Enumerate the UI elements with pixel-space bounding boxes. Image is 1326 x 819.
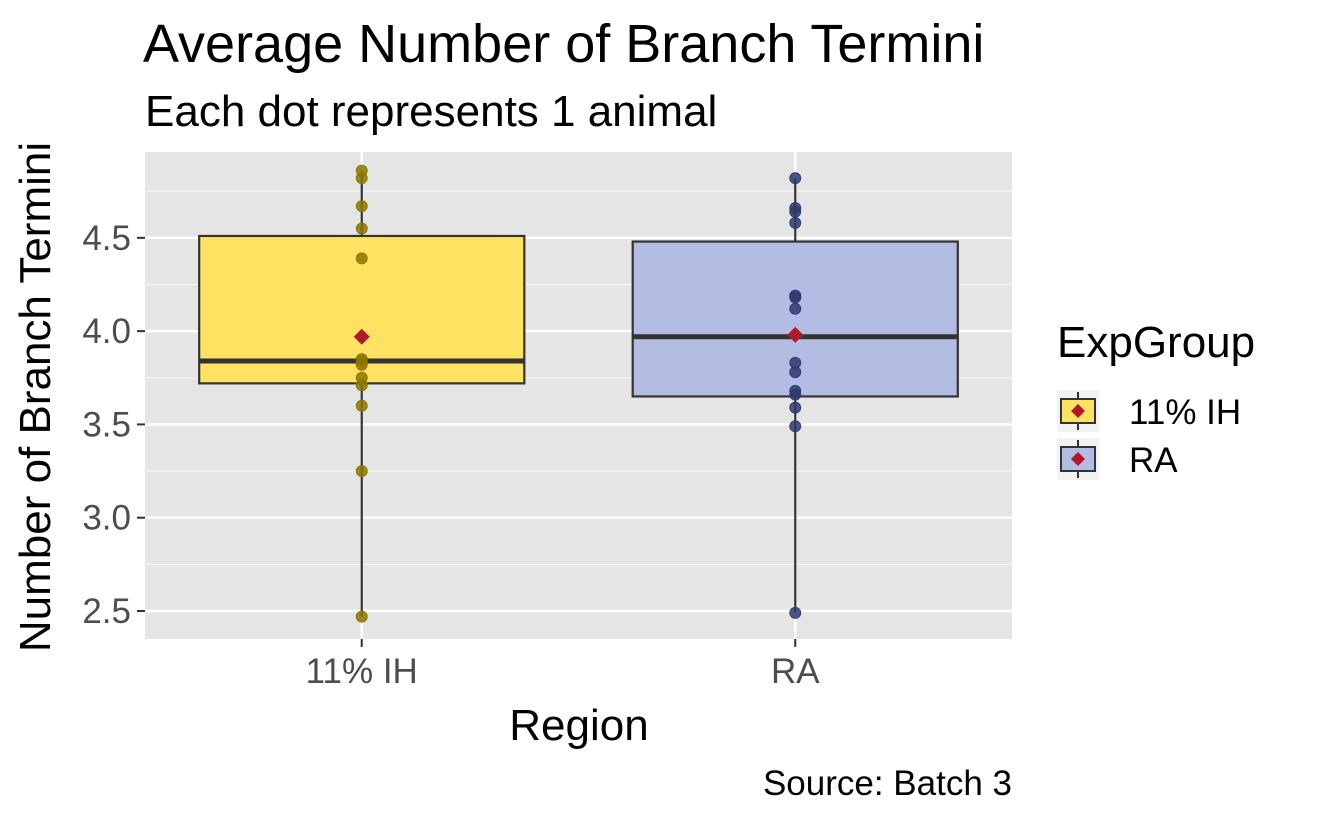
data-point (789, 216, 802, 229)
data-point (355, 399, 368, 412)
x-axis-title: Region (509, 701, 648, 750)
x-tick-label: 11% IH (306, 652, 418, 691)
data-point (789, 302, 802, 315)
data-point (789, 205, 802, 218)
legend-key-mean-marker (1071, 404, 1085, 418)
data-point (789, 291, 802, 304)
chart-title: Average Number of Branch Termini (143, 14, 984, 74)
legend-label: 11% IH (1129, 393, 1241, 432)
y-tick-label: 3.0 (82, 499, 131, 538)
legend-key-mean-marker (1071, 452, 1085, 466)
data-point (355, 252, 368, 265)
y-tick-label: 2.5 (82, 592, 131, 631)
data-point (789, 606, 802, 619)
box-group (631, 172, 959, 619)
data-point (355, 222, 368, 235)
y-tick-label: 4.0 (82, 312, 131, 351)
data-point (355, 610, 368, 623)
chart-caption: Source: Batch 3 (763, 764, 1012, 803)
plot-area: 2.5 3.0 3.5 4.0 4.5 11% IH RA (82, 152, 1012, 691)
box-group (198, 164, 526, 623)
legend-title: ExpGroup (1057, 318, 1255, 367)
mean-marker (787, 326, 804, 343)
y-tick-label: 3.5 (82, 405, 131, 444)
data-point (355, 172, 368, 185)
data-point (789, 366, 802, 379)
chart-subtitle: Each dot represents 1 animal (145, 87, 717, 136)
data-point (789, 388, 802, 401)
data-point (789, 401, 802, 414)
data-point (355, 200, 368, 213)
x-tick-label: RA (771, 652, 820, 691)
data-point (355, 379, 368, 392)
data-point (355, 358, 368, 371)
legend: ExpGroup 11% IH RA (1057, 318, 1255, 480)
data-point (355, 465, 368, 478)
y-axis-title: Number of Branch Termini (11, 142, 60, 652)
y-tick-label: 4.5 (82, 219, 131, 258)
legend-label: RA (1129, 441, 1178, 480)
data-point (789, 172, 802, 185)
mean-marker (353, 328, 370, 345)
data-point (789, 420, 802, 433)
